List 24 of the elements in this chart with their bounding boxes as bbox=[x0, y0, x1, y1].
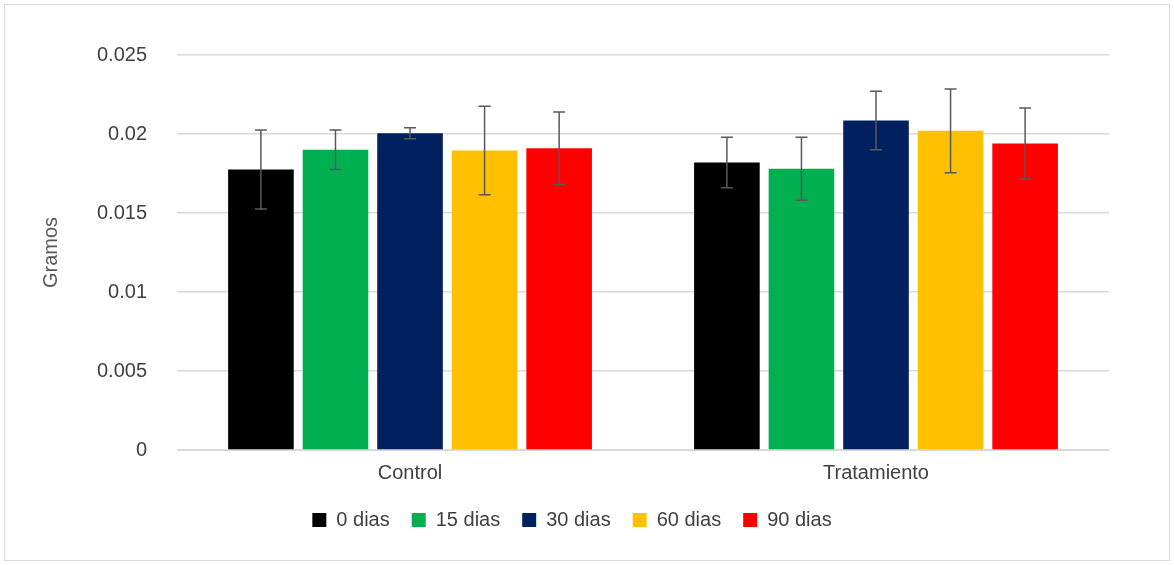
bar bbox=[302, 149, 369, 450]
y-axis-title: Gramos bbox=[38, 216, 61, 289]
x-tick-label: Control bbox=[377, 460, 443, 483]
bar bbox=[768, 168, 835, 450]
legend-label: 90 dias bbox=[767, 507, 832, 530]
bar bbox=[526, 148, 592, 450]
y-tick-label: 0.005 bbox=[96, 358, 148, 381]
bar bbox=[992, 143, 1058, 450]
legend-label: 60 dias bbox=[656, 507, 722, 530]
bar bbox=[917, 130, 984, 450]
legend-label: 30 dias bbox=[546, 507, 611, 530]
x-tick-label: Tratamiento bbox=[823, 460, 929, 483]
y-tick-label: 0.015 bbox=[96, 200, 148, 223]
bar bbox=[377, 133, 443, 450]
y-tick-label: 0.02 bbox=[108, 121, 148, 144]
y-tick-label: 0 bbox=[135, 437, 148, 460]
y-tick-label: 0.025 bbox=[96, 42, 148, 65]
bar bbox=[843, 120, 909, 450]
y-tick-label: 0.01 bbox=[108, 279, 148, 302]
legend-label: 0 dias bbox=[336, 507, 390, 530]
legend-label: 15 dias bbox=[435, 507, 501, 530]
bar bbox=[228, 169, 294, 450]
bar bbox=[451, 150, 518, 450]
bar bbox=[694, 162, 760, 450]
